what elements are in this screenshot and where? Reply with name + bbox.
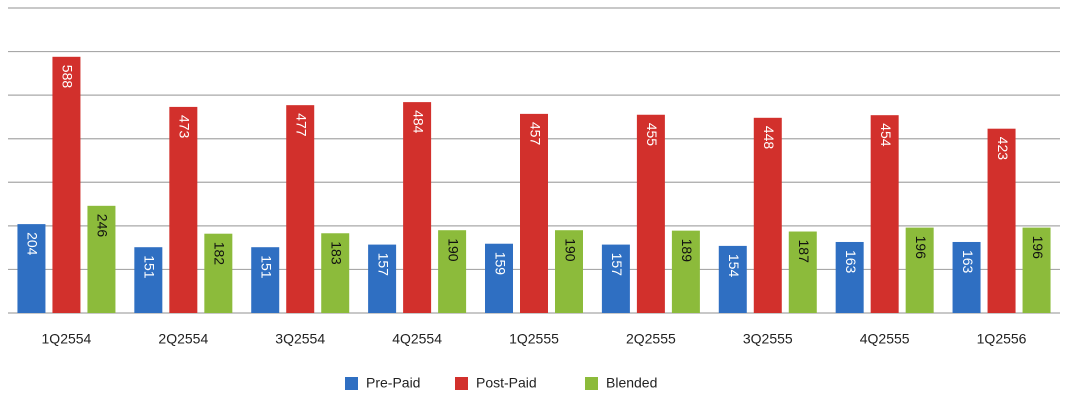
bar	[835, 241, 864, 313]
bar	[671, 230, 700, 313]
bar	[555, 230, 583, 313]
legend-swatch	[345, 377, 358, 390]
bar	[788, 231, 817, 313]
x-tick-label: 3Q2555	[743, 331, 793, 347]
x-tick-label: 2Q2554	[158, 331, 208, 347]
bar	[204, 233, 233, 313]
value-label: 477	[294, 113, 310, 137]
value-label: 163	[843, 250, 859, 274]
value-label: 183	[329, 241, 345, 265]
value-label: 484	[410, 110, 426, 134]
value-label: 473	[177, 115, 193, 139]
value-label: 457	[527, 122, 543, 146]
value-label: 189	[679, 239, 695, 263]
bar	[286, 105, 315, 314]
bar	[438, 230, 467, 313]
bar	[17, 224, 46, 313]
bar	[321, 233, 350, 313]
x-tick-label: 2Q2555	[626, 331, 676, 347]
value-label: 163	[960, 250, 976, 274]
x-tick-label: 1Q2554	[42, 331, 92, 347]
bar	[403, 102, 432, 313]
value-label: 196	[913, 236, 929, 260]
value-label: 154	[726, 254, 742, 278]
bar	[251, 247, 280, 313]
value-label: 448	[761, 126, 777, 150]
bar	[52, 56, 81, 314]
value-label: 157	[375, 253, 391, 277]
value-label: 151	[142, 255, 158, 279]
bar	[905, 227, 934, 313]
bar	[753, 117, 782, 313]
x-tick-label: 1Q2556	[977, 331, 1027, 347]
value-label: 423	[995, 137, 1011, 161]
x-tick-label: 4Q2555	[860, 331, 910, 347]
value-label: 196	[1030, 236, 1046, 260]
bar	[169, 106, 198, 314]
bar	[718, 245, 747, 313]
legend-label: Post-Paid	[476, 375, 537, 391]
value-label: 187	[796, 240, 812, 264]
bar	[134, 247, 163, 313]
value-label: 204	[25, 232, 41, 256]
bar	[987, 128, 1016, 313]
legend-swatch	[455, 377, 468, 390]
x-tick-label: 4Q2554	[392, 331, 442, 347]
bar	[636, 114, 665, 313]
value-label: 455	[644, 123, 660, 147]
x-tick-label: 3Q2554	[275, 331, 325, 347]
bar	[952, 241, 981, 313]
legend-label: Blended	[606, 375, 657, 391]
value-label: 190	[562, 238, 578, 262]
value-label: 182	[212, 242, 228, 266]
value-label: 159	[492, 252, 508, 276]
x-tick-label: 1Q2555	[509, 331, 559, 347]
value-label: 588	[60, 65, 76, 89]
bar	[601, 244, 630, 313]
bar	[87, 205, 116, 313]
bar	[1022, 227, 1051, 313]
bar	[485, 243, 513, 313]
bar	[520, 113, 548, 313]
value-label: 157	[609, 253, 625, 277]
value-label: 246	[95, 214, 111, 238]
value-label: 190	[445, 238, 461, 262]
bar	[870, 115, 899, 313]
legend-label: Pre-Paid	[366, 375, 420, 391]
legend-swatch	[585, 377, 598, 390]
bar	[368, 244, 397, 313]
value-label: 454	[878, 123, 894, 147]
value-label: 151	[259, 255, 275, 279]
